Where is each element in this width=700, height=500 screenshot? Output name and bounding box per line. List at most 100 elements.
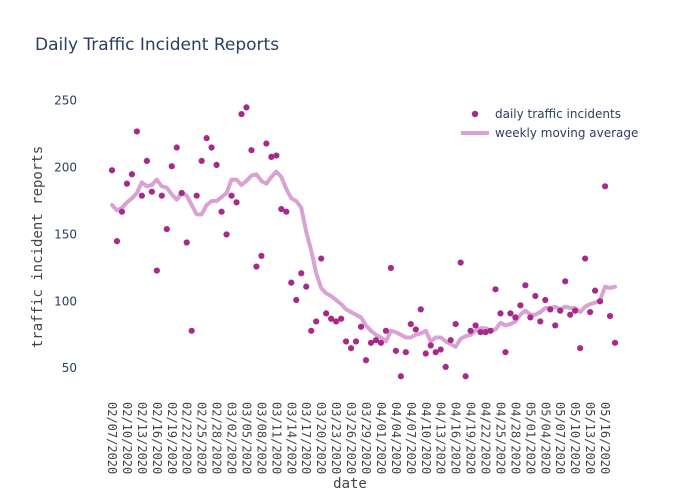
- legend-label-markers: daily traffic incidents: [495, 107, 621, 121]
- data-point: [587, 308, 594, 316]
- data-point: [487, 327, 494, 334]
- data-point: [367, 339, 375, 346]
- data-point: [203, 135, 210, 142]
- data-point: [163, 226, 170, 233]
- data-point: [233, 199, 240, 206]
- y-axis-label: traffic incident reports: [30, 146, 46, 348]
- x-tick-label: 04/04/2020: [389, 402, 403, 474]
- legend-label-line: weekly moving average: [495, 126, 638, 140]
- data-point: [537, 318, 544, 325]
- data-point: [342, 338, 350, 345]
- data-point: [283, 208, 290, 215]
- data-point: [323, 310, 330, 317]
- data-point: [422, 350, 429, 357]
- data-point: [611, 339, 619, 346]
- data-point: [502, 349, 509, 356]
- x-tick-label: 02/22/2020: [180, 402, 194, 474]
- data-point: [492, 286, 499, 293]
- data-point: [522, 282, 529, 289]
- data-point: [432, 349, 439, 356]
- data-point: [318, 255, 325, 262]
- data-point: [427, 342, 434, 349]
- data-point: [437, 346, 444, 353]
- data-point: [352, 338, 360, 345]
- data-point: [542, 296, 549, 304]
- data-point: [108, 167, 116, 174]
- data-point: [243, 104, 250, 111]
- data-point: [582, 255, 589, 262]
- data-point: [223, 231, 230, 238]
- data-point: [258, 252, 265, 259]
- data-point: [387, 264, 394, 272]
- data-point: [273, 152, 280, 159]
- data-point: [313, 318, 320, 325]
- data-point: [143, 157, 150, 164]
- chart-title: Daily Traffic Incident Reports: [35, 35, 279, 55]
- data-point: [442, 363, 449, 371]
- data-point: [148, 188, 155, 195]
- y-tick-label: 150: [54, 227, 77, 241]
- legend[interactable]: daily traffic incidents weekly moving av…: [461, 107, 638, 140]
- data-point: [338, 315, 345, 322]
- data-point: [382, 327, 390, 334]
- data-point: [482, 329, 489, 336]
- data-point: [168, 163, 175, 170]
- x-tick-label: 03/26/2020: [344, 402, 358, 474]
- x-tick-label: 03/29/2020: [359, 402, 373, 474]
- x-tick-label: 03/23/2020: [329, 402, 343, 474]
- data-point: [517, 302, 524, 309]
- x-tick-label: 04/22/2020: [479, 402, 493, 474]
- legend-marker-swatch: [471, 110, 479, 118]
- x-tick-label: 02/13/2020: [135, 402, 149, 474]
- y-tick-label: 50: [62, 361, 77, 375]
- data-point: [288, 279, 295, 286]
- data-point: [208, 144, 215, 151]
- x-tick-label: 04/28/2020: [508, 402, 522, 474]
- x-tick-label: 02/28/2020: [210, 402, 224, 474]
- data-point: [452, 321, 459, 328]
- data-point: [328, 315, 335, 322]
- data-point: [601, 183, 609, 190]
- data-point: [253, 263, 260, 270]
- data-point: [497, 310, 504, 317]
- data-point: [268, 153, 275, 160]
- x-axis-label: date: [333, 476, 367, 492]
- data-point: [263, 140, 270, 147]
- data-point: [198, 157, 205, 164]
- data-point: [552, 322, 559, 329]
- data-point: [547, 306, 554, 313]
- data-point: [567, 311, 574, 318]
- data-point: [347, 345, 355, 352]
- x-tick-labels: 02/07/2020 02/10/2020 02/13/2020 02/16/2020…: [105, 402, 612, 474]
- x-tick-label: 04/25/2020: [493, 402, 507, 474]
- data-point: [278, 205, 285, 213]
- x-tick-label: 02/19/2020: [165, 402, 179, 474]
- x-tick-label: 04/07/2020: [404, 402, 418, 474]
- x-tick-label: 03/20/2020: [314, 402, 328, 474]
- data-point: [562, 278, 569, 285]
- data-point: [298, 270, 305, 277]
- x-tick-label: 04/19/2020: [464, 402, 478, 474]
- data-point: [507, 310, 514, 317]
- data-point: [138, 192, 145, 199]
- x-tick-label: 04/01/2020: [374, 402, 388, 474]
- data-point: [577, 345, 584, 352]
- x-tick-label: 04/13/2020: [434, 402, 448, 474]
- data-point: [372, 337, 380, 344]
- x-tick-label: 02/25/2020: [195, 402, 209, 474]
- data-point: [412, 326, 419, 333]
- x-tick-label: 03/14/2020: [284, 402, 298, 474]
- data-point: [572, 307, 579, 314]
- y-tick-label: 200: [54, 161, 77, 175]
- x-tick-label: 05/13/2020: [583, 402, 597, 474]
- x-tick-label: 04/16/2020: [449, 402, 463, 474]
- x-tick-label: 03/08/2020: [254, 402, 268, 474]
- data-point: [357, 323, 365, 330]
- data-point: [392, 347, 399, 354]
- data-point: [153, 267, 160, 274]
- data-point: [333, 318, 340, 325]
- x-tick-label: 02/07/2020: [105, 402, 119, 474]
- data-point: [557, 307, 564, 314]
